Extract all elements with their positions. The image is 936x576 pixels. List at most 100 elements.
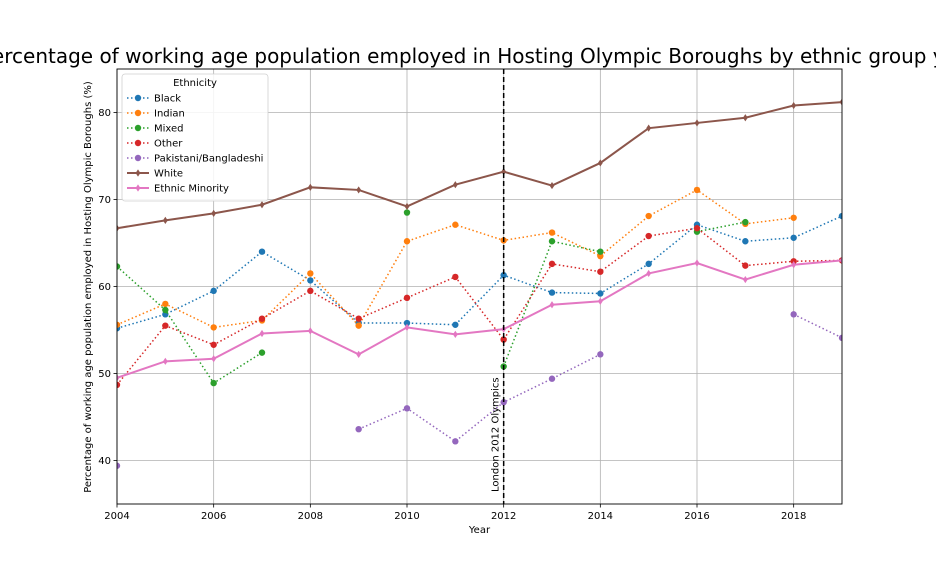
olympics-annotation-label: London 2012 Olympics <box>491 377 502 492</box>
x-tick-label: 2010 <box>394 511 419 522</box>
series-indian <box>117 186 797 331</box>
data-point-indian <box>645 212 652 220</box>
data-point-pakistani-bangladeshi <box>452 438 459 445</box>
data-point-black <box>307 277 314 284</box>
y-tick-label: 50 <box>98 369 111 380</box>
legend-label: Pakistani/Bangladeshi <box>154 154 263 165</box>
data-point-mixed <box>597 248 604 255</box>
data-point-indian <box>210 324 217 331</box>
legend-label: Other <box>154 139 183 150</box>
series-line-other <box>117 227 842 386</box>
legend-swatch-marker <box>134 124 142 132</box>
x-tick-label: 2018 <box>781 511 806 522</box>
data-point-ethnic-minority <box>452 330 458 338</box>
legend-swatch-marker <box>134 139 142 147</box>
series-pakistani-bangladeshi <box>117 311 842 469</box>
data-point-ethnic-minority <box>694 259 700 267</box>
data-point-pakistani-bangladeshi <box>597 351 604 358</box>
data-point-other <box>258 315 266 322</box>
data-point-ethnic-minority <box>162 357 168 365</box>
data-point-white <box>646 124 652 132</box>
legend-entry-ethnic-minority: Ethnic Minority <box>127 184 229 195</box>
series-line-indian <box>117 189 794 329</box>
x-tick-label: 2012 <box>491 511 516 522</box>
data-point-other <box>597 268 604 275</box>
legend-label: Black <box>154 94 181 105</box>
data-point-ethnic-minority <box>646 269 652 278</box>
y-tick-label: 60 <box>98 282 111 293</box>
data-point-indian <box>307 270 314 277</box>
series-other <box>117 225 842 389</box>
data-point-other <box>355 315 362 322</box>
legend-swatch-marker <box>134 94 142 102</box>
data-point-black <box>210 287 217 295</box>
series-line-ethnic-minority <box>117 259 842 379</box>
legend-entry-black: Black <box>127 94 181 105</box>
y-tick-label: 40 <box>98 456 111 467</box>
data-point-mixed <box>258 349 266 356</box>
chart-title: Percentage of working age population emp… <box>0 44 936 68</box>
olympics-annotation-group: London 2012 Olympics <box>491 69 505 504</box>
data-point-black <box>597 290 604 297</box>
data-point-white <box>211 209 217 218</box>
series-group <box>117 98 842 469</box>
data-point-black <box>742 238 749 245</box>
axis-ticks: 2004 2006 2008 2010 2012 2014 2016 2018 40 50 60 70… <box>98 108 806 522</box>
y-tick-label: 70 <box>98 195 111 206</box>
data-point-ethnic-minority <box>404 323 410 331</box>
data-point-white <box>549 181 555 190</box>
data-point-indian <box>790 214 797 221</box>
series-black <box>117 212 842 332</box>
legend-entry-indian: Indian <box>127 109 185 120</box>
series-line-mixed <box>117 265 263 385</box>
data-point-white <box>162 216 168 224</box>
legend-title: Ethnicity <box>173 78 217 89</box>
data-point-indian <box>162 300 169 308</box>
data-point-pakistani-bangladeshi <box>117 462 121 469</box>
data-point-mixed <box>403 209 411 216</box>
legend-label: Indian <box>154 109 185 120</box>
legend-entry-other: Other <box>127 139 183 150</box>
data-point-black <box>452 321 459 328</box>
series-line-pakistani-bangladeshi <box>358 353 601 443</box>
legend-label: Mixed <box>154 124 184 135</box>
data-point-black <box>258 248 266 255</box>
legend-label: Ethnic Minority <box>154 184 229 195</box>
legend-entry-mixed: Mixed <box>127 124 184 135</box>
legend-swatch-marker <box>135 184 141 192</box>
x-axis-label: Year <box>468 525 491 536</box>
data-point-indian <box>117 321 121 328</box>
data-point-indian <box>693 186 701 194</box>
data-point-pakistani-bangladeshi <box>790 311 797 318</box>
data-point-black <box>645 260 652 268</box>
data-point-pakistani-bangladeshi <box>500 399 507 406</box>
data-point-other <box>500 336 507 343</box>
data-point-pakistani-bangladeshi <box>548 375 556 382</box>
series-line-pakistani-bangladeshi <box>793 313 842 339</box>
data-point-white <box>356 186 362 194</box>
data-point-ethnic-minority <box>549 301 555 309</box>
series-line-mixed <box>502 240 601 367</box>
data-point-other <box>452 273 459 281</box>
data-point-other <box>307 287 314 295</box>
data-point-pakistani-bangladeshi <box>838 334 842 342</box>
data-point-indian <box>403 238 411 245</box>
data-point-mixed <box>548 238 556 245</box>
data-point-white <box>742 114 748 122</box>
x-tick-label: 2008 <box>298 511 323 522</box>
data-point-ethnic-minority <box>211 355 217 363</box>
data-point-other <box>645 232 652 240</box>
data-point-ethnic-minority <box>259 329 265 338</box>
series-white <box>117 98 842 232</box>
data-point-white <box>117 224 120 232</box>
data-point-ethnic-minority <box>742 275 748 284</box>
data-point-other <box>693 225 701 232</box>
series-line-white <box>117 101 842 230</box>
data-point-black <box>548 289 556 296</box>
y-axis-label: Percentage of working age population emp… <box>83 81 94 493</box>
legend-entry-pakistani-bangladeshi: Pakistani/Bangladeshi <box>127 154 263 165</box>
legend-label: White <box>154 169 183 180</box>
x-tick-label: 2014 <box>588 511 613 522</box>
data-point-ethnic-minority <box>307 327 313 335</box>
